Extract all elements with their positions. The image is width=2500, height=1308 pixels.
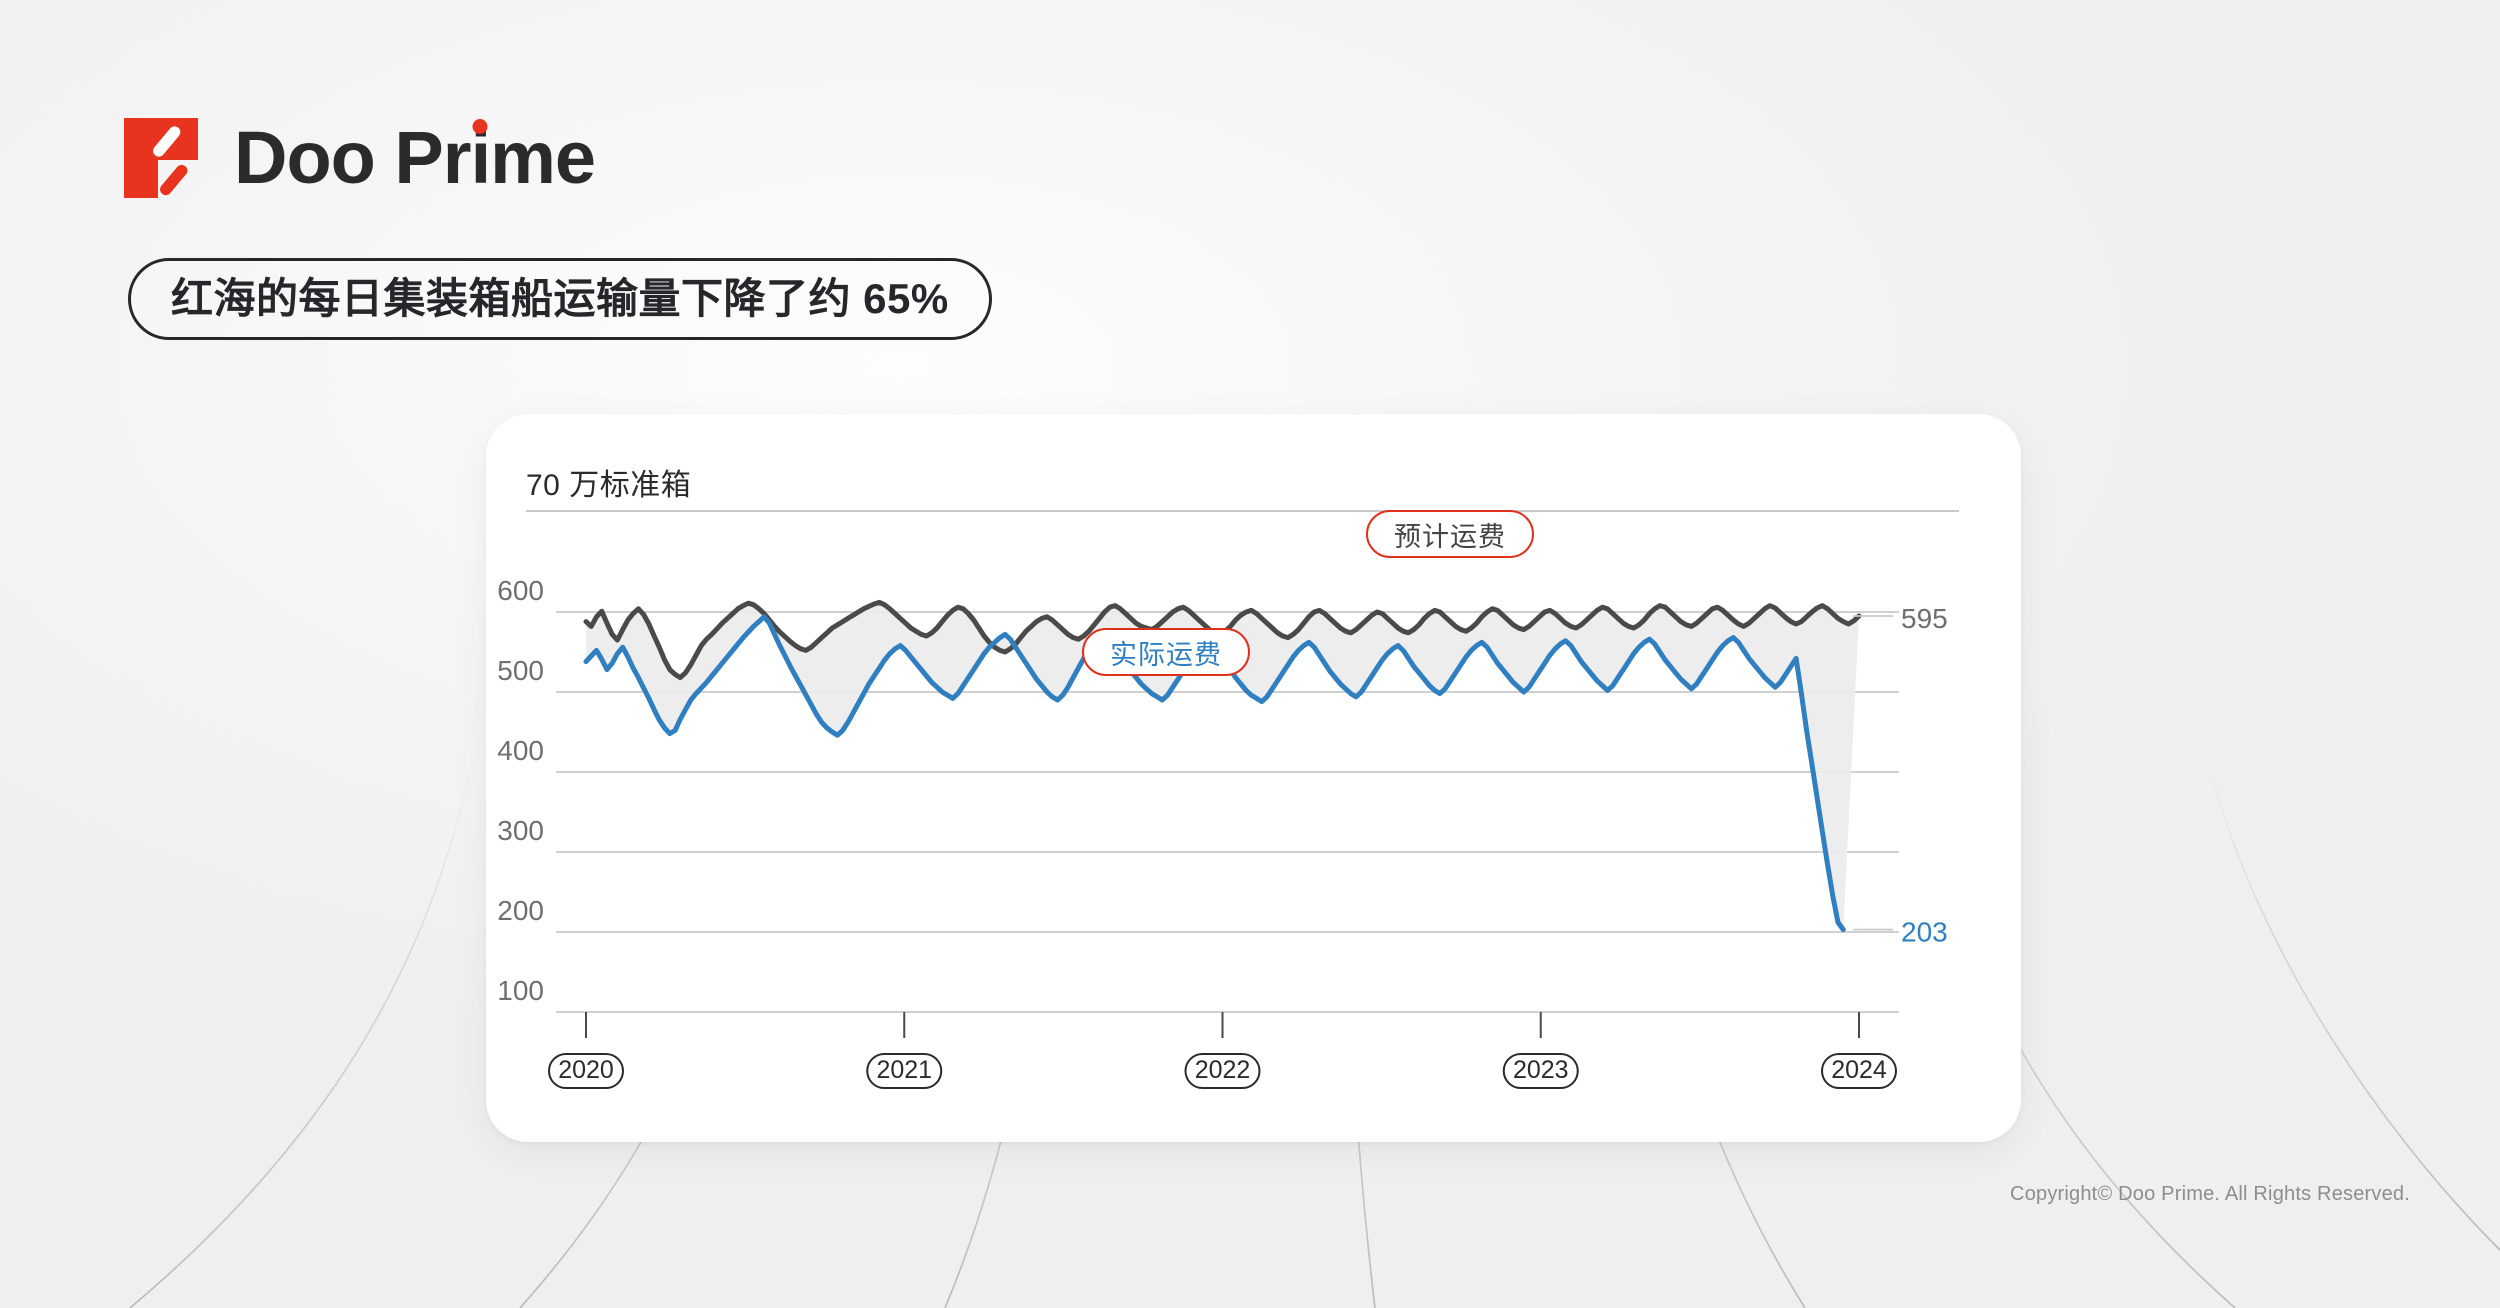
- legend-pill-actual[interactable]: 实际运费: [1082, 628, 1250, 676]
- legend-forecast-label: 预计运费: [1394, 521, 1506, 552]
- svg-text:2024: 2024: [1831, 1056, 1887, 1084]
- chart-card: 70 万标准箱 600 500 400 300 200 100 595 203 2020 20…: [486, 414, 2021, 1142]
- legend-actual-label: 实际运费: [1110, 639, 1222, 670]
- svg-text:600: 600: [497, 575, 544, 606]
- svg-text:2023: 2023: [1513, 1056, 1569, 1084]
- doo-prime-logo-mark: [124, 118, 198, 198]
- svg-text:500: 500: [497, 655, 544, 686]
- svg-text:2021: 2021: [876, 1056, 932, 1084]
- chart-y-axis-ticks: 600 500 400 300 200 100: [497, 575, 544, 1006]
- chart-end-value-labels: 595 203: [1853, 603, 1948, 948]
- chart-x-axis-ticks: 2020 2021 2022 2023 2024: [548, 1012, 1897, 1089]
- chart-plot-area: 600 500 400 300 200 100 595 203 2020 2021 2022 20…: [486, 414, 2021, 1142]
- svg-text:300: 300: [497, 815, 544, 846]
- copyright-footer: Copyright© Doo Prime. All Rights Reserve…: [2010, 1183, 2410, 1205]
- svg-text:100: 100: [497, 975, 544, 1006]
- svg-text:203: 203: [1901, 917, 1948, 948]
- headline-text: 红海的每日集装箱船运输量下降了约 65%: [171, 275, 949, 322]
- svg-text:400: 400: [497, 735, 544, 766]
- svg-text:2022: 2022: [1195, 1056, 1251, 1084]
- legend-pill-forecast[interactable]: 预计运费: [1366, 510, 1534, 558]
- svg-text:2020: 2020: [558, 1056, 614, 1084]
- headline-pill: 红海的每日集装箱船运输量下降了约 65%: [128, 258, 992, 340]
- brand-logo: Doo Pri me: [124, 116, 596, 199]
- chart-unit-label: 70 万标准箱: [526, 469, 692, 502]
- chart-unit-divider: [526, 510, 1959, 512]
- brand-wordmark: Doo Pri me: [234, 116, 596, 199]
- svg-text:200: 200: [497, 895, 544, 926]
- chart-gridlines: [556, 611, 1899, 1013]
- svg-text:595: 595: [1901, 603, 1948, 634]
